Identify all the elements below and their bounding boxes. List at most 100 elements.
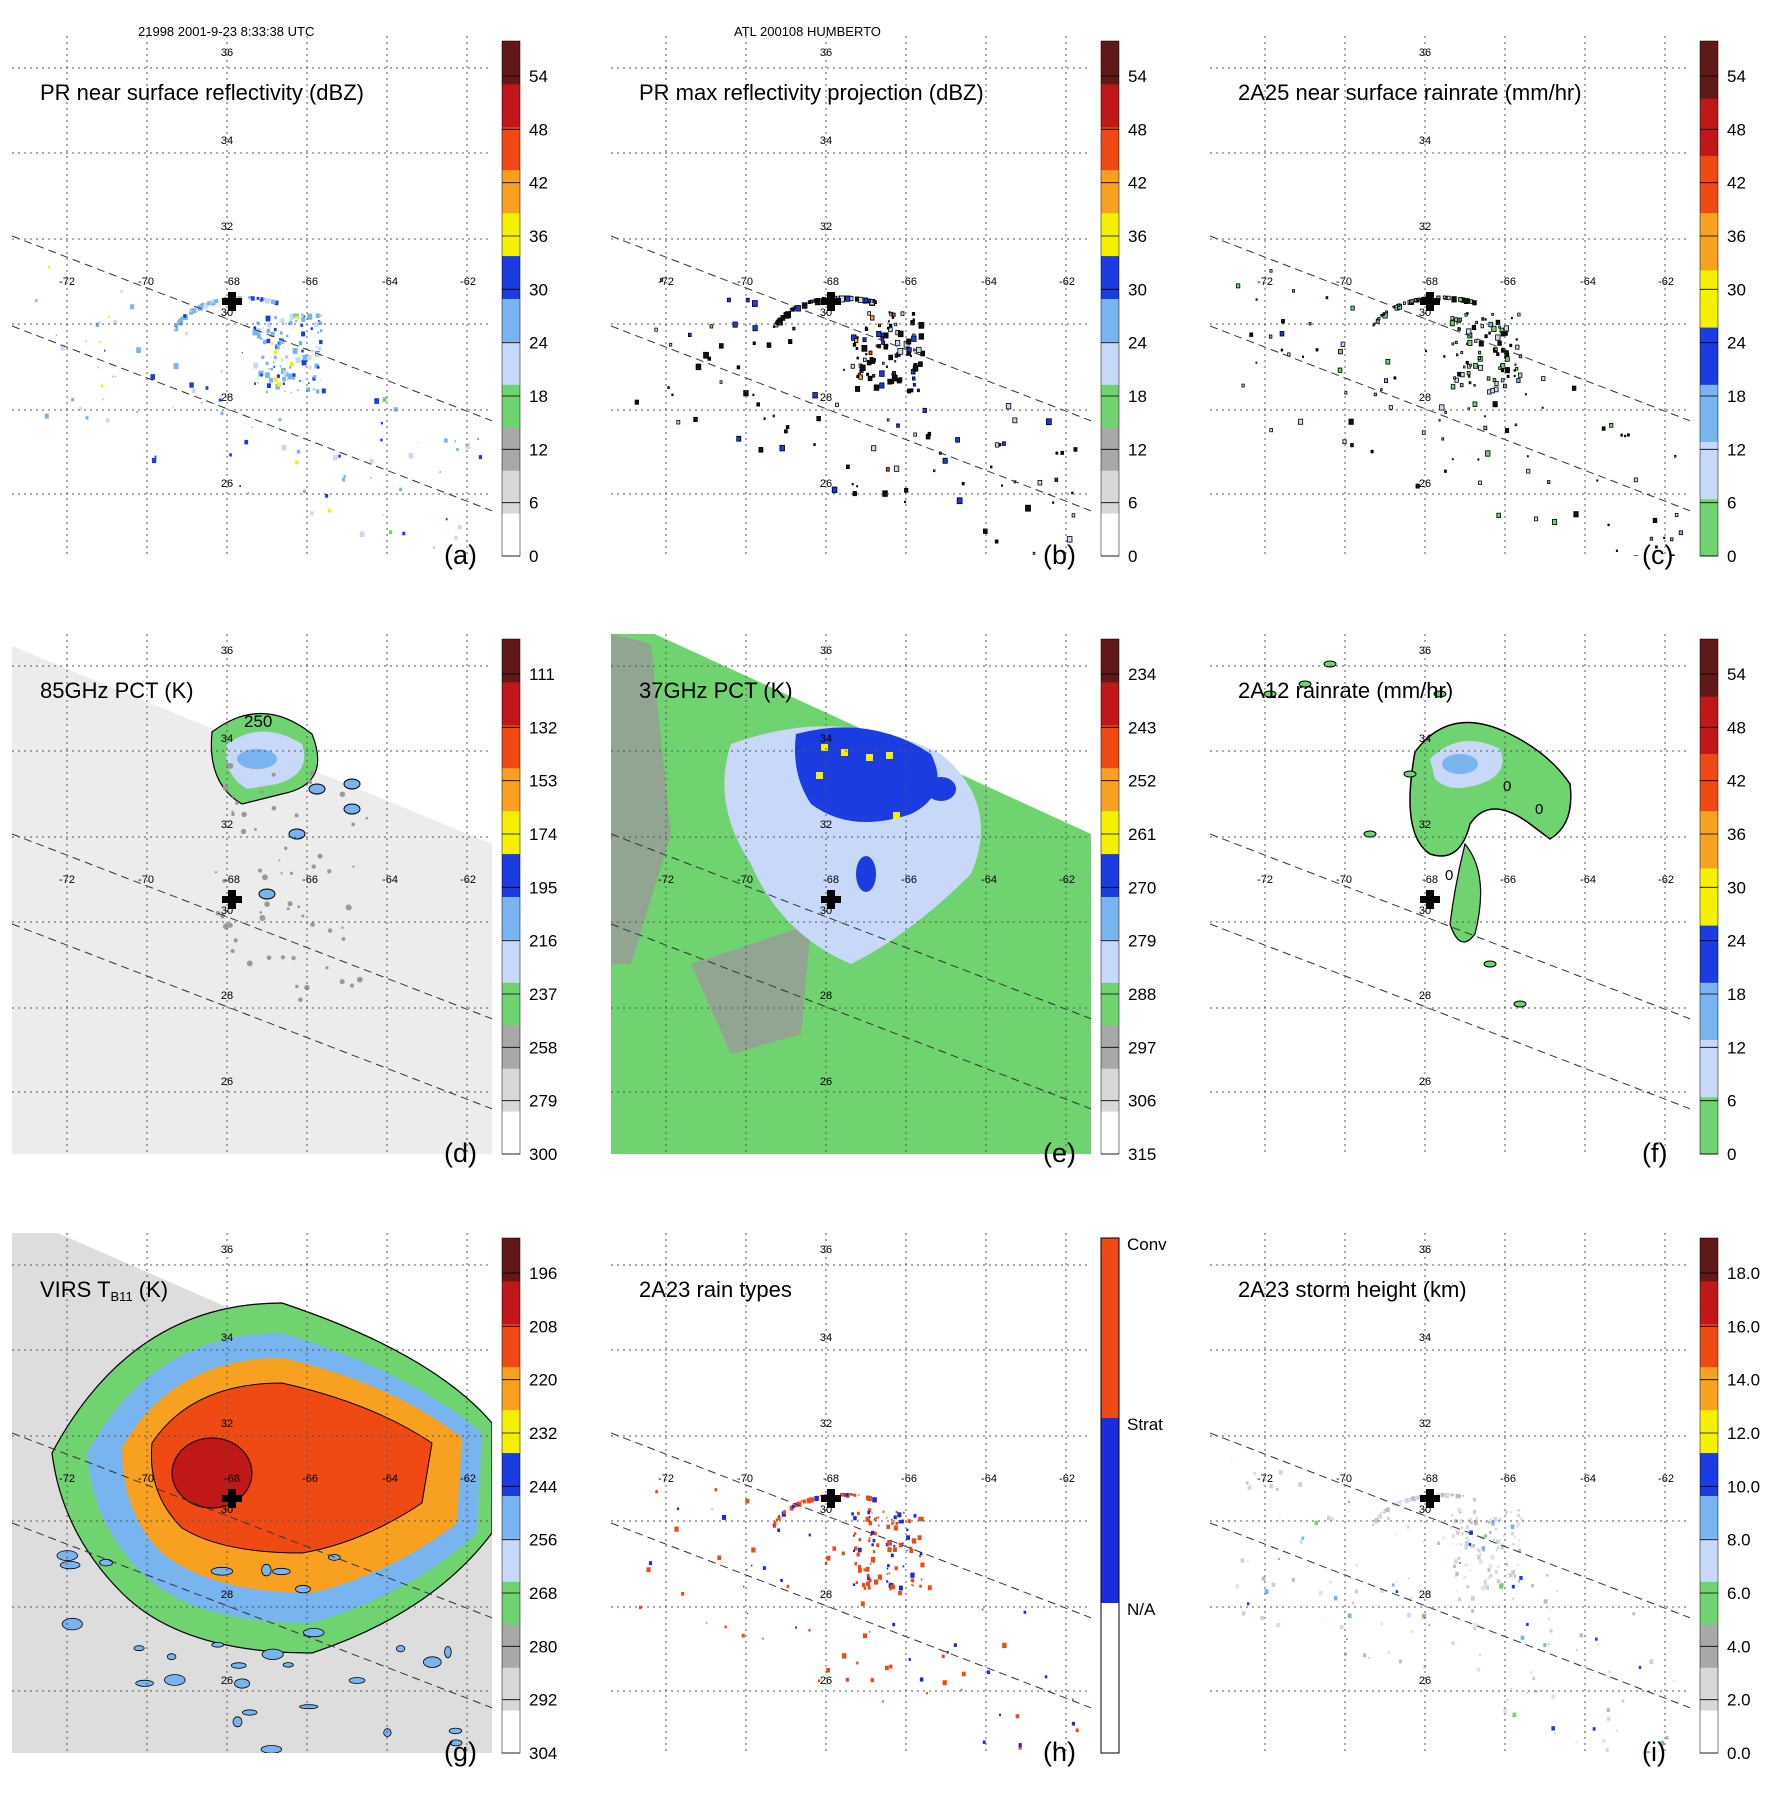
colorbar-tick-label: 8.0	[1727, 1531, 1751, 1550]
colorbar-tick-label: 6	[529, 494, 538, 513]
colorbar-tick-label: 18	[529, 387, 548, 406]
lon-label: -66	[1500, 874, 1516, 886]
panel-d-map: 250-72 -70 -68 -66 -64 -623634323028263002792…	[12, 634, 557, 1164]
colorbar-tick-label: 12	[1727, 1038, 1746, 1057]
lat-label: 34	[221, 1332, 233, 1344]
colorbar-tick-label: 6	[1727, 494, 1736, 513]
lat-label: 32	[221, 221, 233, 233]
colorbar-tick-label: 36	[1727, 825, 1746, 844]
colorbar-tick-label: 36	[529, 227, 548, 246]
colorbar-tick-label: 132	[529, 718, 557, 737]
lat-label: 28	[221, 392, 233, 404]
colorbar-tick-label: 288	[1128, 985, 1156, 1004]
colorbar-tick-label: 10.0	[1727, 1477, 1760, 1496]
colorbar-tick-label: 297	[1128, 1038, 1156, 1057]
storm-center-marker	[1420, 292, 1440, 311]
lat-label: 32	[820, 221, 832, 233]
colorbar-tick-label: 54	[1727, 67, 1746, 86]
lon-label: -62	[1658, 276, 1674, 288]
lon-label: -70	[1336, 1473, 1352, 1485]
lon-label: -68	[224, 276, 240, 288]
lat-label: 36	[820, 645, 832, 657]
contour-label-zero: 0	[1535, 801, 1543, 818]
contour-label-zero: 0	[1503, 778, 1511, 795]
lat-label: 36	[1419, 47, 1431, 59]
lon-label: -66	[901, 1473, 917, 1485]
lon-label: -70	[1336, 874, 1352, 886]
storm-center-marker	[222, 1489, 242, 1508]
panel-a: -72 -70 -68 -66 -64 -62 36 34 32 30 28 26 0 6 12 18 24 30…	[12, 36, 582, 606]
colorbar-tick-label: 42	[529, 174, 548, 193]
lat-label: 32	[820, 819, 832, 831]
lat-label: 28	[820, 392, 832, 404]
panel-label: (h)	[1043, 1737, 1076, 1767]
lat-label: 26	[1419, 1675, 1431, 1687]
colorbar-tick-label: 6.0	[1727, 1584, 1751, 1603]
lat-label: 36	[221, 47, 233, 59]
lat-label: 26	[221, 1675, 233, 1687]
lon-label: -66	[901, 874, 917, 886]
lon-label: -72	[59, 1473, 75, 1485]
colorbar-tick-label: 18	[1727, 387, 1746, 406]
colorbar-tick-label: 268	[529, 1584, 557, 1603]
lon-label: -64	[1580, 874, 1596, 886]
panel-label: (b)	[1043, 540, 1076, 570]
lon-label: -62	[460, 1473, 476, 1485]
lon-label: -72	[1257, 1473, 1273, 1485]
lon-label: -68	[1422, 1473, 1438, 1485]
colorbar-tick-label: 0.0	[1727, 1744, 1751, 1763]
colorbar-tick-label: 24	[1727, 932, 1746, 951]
colorbar-tick-label: 18	[1727, 985, 1746, 1004]
colorbar-a: 0 6 12 18 24 30 36 42 48 54	[501, 40, 548, 566]
colorbar-i: 0.0 2.0 4.0 6.0 8.0 10.0 12.0 14.0 16.0 18.0	[1699, 1237, 1760, 1763]
colorbar-tick-label: 16.0	[1727, 1317, 1760, 1336]
colorbar-tick-label: 18	[1128, 387, 1147, 406]
lat-label: 36	[1419, 645, 1431, 657]
lon-label: -62	[460, 874, 476, 886]
storm-center-marker	[222, 292, 242, 311]
lon-label: -66	[1500, 1473, 1516, 1485]
lat-label: 28	[221, 1589, 233, 1601]
panel-title: 37GHz PCT (K)	[639, 678, 793, 703]
colorbar-tick-label: 315	[1128, 1145, 1156, 1164]
panel-title: 2A12 rainrate (mm/hr)	[1238, 678, 1454, 703]
colorbar-tick-label: 306	[1128, 1092, 1156, 1111]
colorbar-g: 304 292 280 268 256 244 232 220 208 196	[501, 1237, 557, 1763]
colorbar-tick-label: 12	[1128, 440, 1147, 459]
colorbar-c: 0 6 12 18 24 30 36 42 48 54	[1699, 40, 1746, 566]
colorbar-tick-label: 243	[1128, 718, 1156, 737]
lon-label: -62	[1658, 1473, 1674, 1485]
lon-label: -68	[1422, 276, 1438, 288]
panel-title: VIRS TB11 (K)	[40, 1277, 169, 1304]
lat-label: 32	[1419, 221, 1431, 233]
lat-label: 26	[820, 478, 832, 490]
lat-label: 26	[1419, 1076, 1431, 1088]
colorbar-tick-label: N/A	[1127, 1600, 1156, 1619]
panel-label: (i)	[1642, 1737, 1666, 1767]
lon-label: -68	[823, 1473, 839, 1485]
storm-name-label: ATL 200108 HUMBERTO	[734, 24, 881, 39]
colorbar-tick-label: 196	[529, 1264, 557, 1283]
colorbar-tick-label: 42	[1727, 174, 1746, 193]
lon-label: -72	[59, 874, 75, 886]
colorbar-tick-label: 232	[529, 1424, 557, 1443]
panel-label: (a)	[444, 540, 477, 570]
colorbar-tick-label: 42	[1128, 174, 1147, 193]
colorbar-tick-label: 216	[529, 932, 557, 951]
lat-label: 36	[820, 1244, 832, 1256]
lon-label: -72	[658, 1473, 674, 1485]
lon-label: -68	[224, 874, 240, 886]
colorbar-tick-label: 54	[1727, 665, 1746, 684]
lon-label: -70	[138, 874, 154, 886]
panel-b: -72 -70 -68 -66 -64 -62 36 34 32 30 28 26 0 6 12 18 24 30…	[611, 36, 1181, 606]
colorbar-tick-label: Conv	[1127, 1235, 1167, 1254]
colorbar-tick-label: 0	[1727, 547, 1736, 566]
colorbar-tick-label: 30	[1128, 280, 1147, 299]
colorbar-h: N/A Strat Conv	[1100, 1235, 1167, 1754]
panel-e-map: -72 -70 -68 -66 -64 -623634323028263153062972…	[611, 634, 1156, 1164]
lon-label: -68	[823, 276, 839, 288]
colorbar-tick-label: 174	[529, 825, 557, 844]
colorbar-tick-label: 30	[1727, 878, 1746, 897]
colorbar-f: 0 6 12 18 24 30 36 42 48 54	[1699, 638, 1746, 1164]
colorbar-tick-label: 304	[529, 1744, 557, 1763]
